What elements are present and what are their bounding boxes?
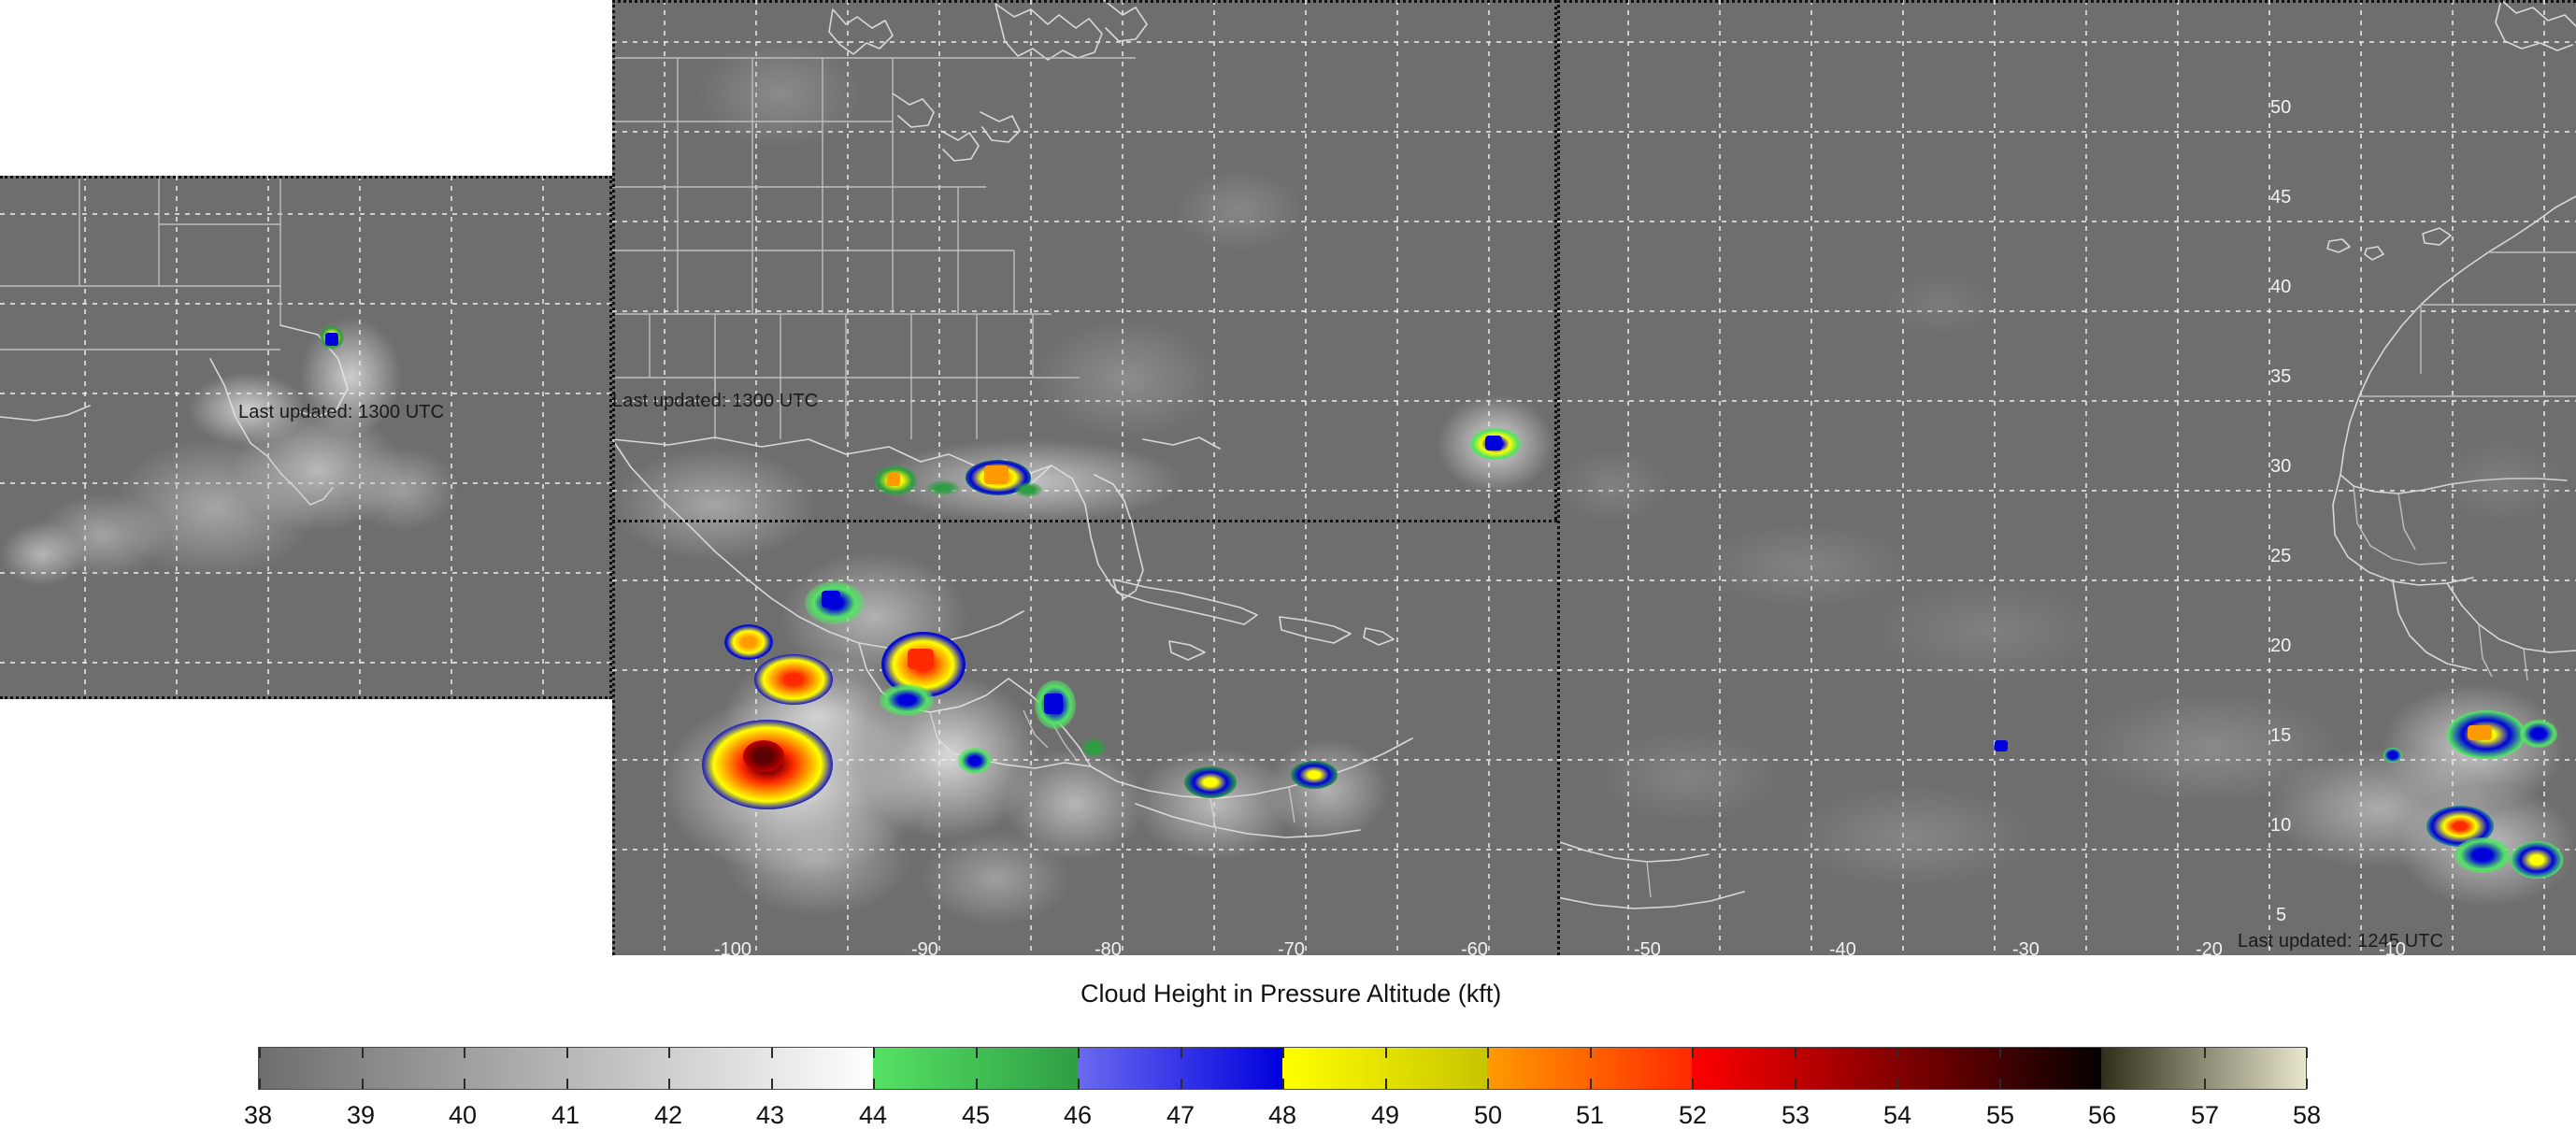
lon-label: -50 bbox=[1634, 939, 1661, 960]
lon-label: -30 bbox=[2012, 939, 2039, 960]
cloud-field-panel2 bbox=[612, 0, 1557, 955]
lat-label: 5 bbox=[2276, 905, 2287, 925]
colorbar-tick-label: 42 bbox=[653, 1101, 683, 1129]
storm-core bbox=[325, 333, 338, 346]
colorbar-tick-label: 46 bbox=[1063, 1101, 1093, 1129]
colorbar-tick-label: 58 bbox=[2292, 1101, 2322, 1129]
colorbar-tick-label: 45 bbox=[961, 1101, 991, 1129]
colorbar-tick-label: 57 bbox=[2190, 1101, 2220, 1129]
colorbar-tick-label: 41 bbox=[551, 1101, 580, 1129]
lon-label: -70 bbox=[1278, 939, 1305, 960]
lat-label: 35 bbox=[2270, 366, 2292, 387]
colorbar-tick-label: 54 bbox=[1882, 1101, 1912, 1129]
americas-panel[interactable]: Last updated: 1300 UTC bbox=[612, 0, 1557, 955]
west-pacific-panel[interactable]: Last updated: 1300 UTC bbox=[0, 176, 612, 699]
colorbar-tick-label: 39 bbox=[346, 1101, 376, 1129]
atlantic-africa-panel[interactable]: Last updated: 1245 UTC Last updated: 124… bbox=[1557, 0, 2576, 955]
colorbar-ticks bbox=[259, 1048, 2308, 1089]
colorbar-gradient[interactable] bbox=[258, 1047, 2308, 1090]
colorbar-tick-label: 51 bbox=[1575, 1101, 1605, 1129]
lon-label: -100 bbox=[714, 939, 752, 960]
colorbar-tick-label: 52 bbox=[1678, 1101, 1708, 1129]
cloud-field-panel3 bbox=[1557, 0, 2576, 955]
lon-label: -60 bbox=[1461, 939, 1488, 960]
colorbar-tick-label: 47 bbox=[1166, 1101, 1195, 1129]
lat-label: 25 bbox=[2270, 546, 2292, 566]
lat-label: 40 bbox=[2270, 277, 2292, 297]
colorbar-tick-label: 50 bbox=[1473, 1101, 1503, 1129]
lat-label: 30 bbox=[2270, 456, 2292, 477]
colorbar-tick-label: 43 bbox=[755, 1101, 785, 1129]
colorbar[interactable]: Cloud Height in Pressure Altitude (kft) bbox=[0, 955, 2576, 1129]
cloud-field-panel1 bbox=[0, 176, 612, 699]
last-updated-panel1: Last updated: 1300 UTC bbox=[238, 402, 445, 422]
colorbar-tick-label: 48 bbox=[1267, 1101, 1297, 1129]
lon-label: -20 bbox=[2196, 939, 2223, 960]
colorbar-tick-label: 44 bbox=[858, 1101, 888, 1129]
colorbar-tick-label: 40 bbox=[448, 1101, 478, 1129]
last-updated-panel4: Last updated: 1245 UTC bbox=[2238, 931, 2444, 951]
last-updated-panel2: Last updated: 1300 UTC bbox=[612, 391, 819, 411]
colorbar-tick-label: 49 bbox=[1370, 1101, 1400, 1129]
lat-label: 50 bbox=[2270, 97, 2292, 118]
colorbar-tick-label: 38 bbox=[243, 1101, 273, 1129]
colorbar-tick-label: 56 bbox=[2087, 1101, 2117, 1129]
lon-label: -80 bbox=[1095, 939, 1122, 960]
colorbar-tick-label: 55 bbox=[1985, 1101, 2015, 1129]
lon-label: -10 bbox=[2379, 939, 2406, 960]
lat-label: 15 bbox=[2270, 725, 2292, 746]
lat-label: 45 bbox=[2270, 187, 2292, 207]
lat-label: 10 bbox=[2270, 815, 2292, 836]
lat-label: 20 bbox=[2270, 636, 2292, 656]
colorbar-title: Cloud Height in Pressure Altitude (kft) bbox=[1080, 980, 1502, 1008]
colorbar-tick-label: 53 bbox=[1781, 1101, 1810, 1129]
lon-label: -90 bbox=[911, 939, 938, 960]
lon-label: -40 bbox=[1829, 939, 1856, 960]
